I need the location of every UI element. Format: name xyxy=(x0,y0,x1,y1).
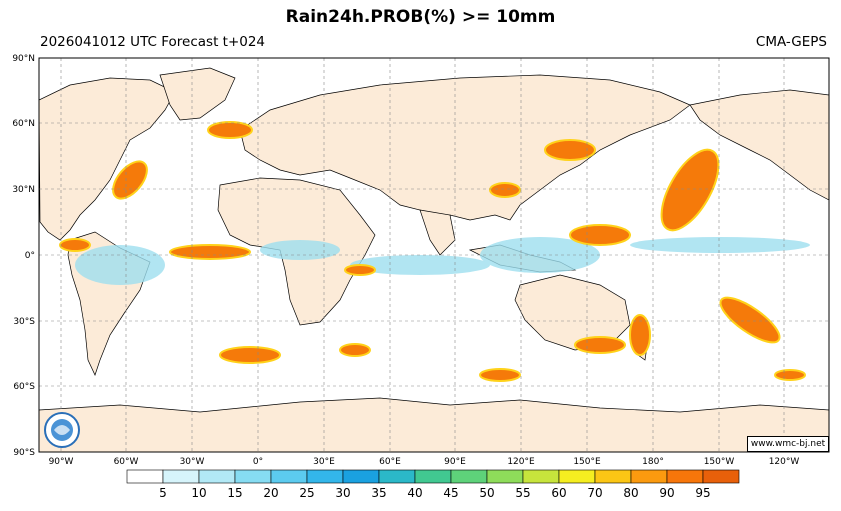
map-title: Rain24h.PROB(%) >= 10mm xyxy=(285,7,556,27)
lon-label: 90°W xyxy=(49,457,74,467)
land-north-america xyxy=(39,77,176,241)
legend-swatch xyxy=(594,469,632,484)
longitude-labels: 90°W 60°W 30°W 0° 30°E 60°E 90°E 120°E 1… xyxy=(49,457,800,467)
lon-label: 180° xyxy=(642,457,664,467)
legend-level-label: 95 xyxy=(695,486,710,500)
legend-level-label: 5 xyxy=(159,486,167,500)
legend-level-label: 30 xyxy=(335,486,350,500)
legend-swatch xyxy=(450,469,488,484)
lon-label: 90°E xyxy=(444,457,466,467)
legend-swatch xyxy=(414,469,452,484)
lon-label: 150°E xyxy=(573,457,601,467)
lat-label: 0° xyxy=(25,251,35,261)
lat-label: 30°N xyxy=(12,185,35,195)
forecast-time-label: 2026041012 UTC Forecast t+024 xyxy=(40,34,266,50)
rain-probability-areas xyxy=(59,121,810,382)
legend-level-label: 55 xyxy=(515,486,530,500)
land-alaska xyxy=(689,89,829,201)
lon-label: 0° xyxy=(253,457,263,467)
lat-label: 90°S xyxy=(13,448,35,458)
legend-level-label: 60 xyxy=(551,486,566,500)
map-frame xyxy=(38,57,830,453)
legend-swatch xyxy=(306,469,344,484)
legend-swatch xyxy=(270,469,308,484)
legend-level-label: 10 xyxy=(191,486,206,500)
credit-label: www.wmc-bj.net xyxy=(747,436,829,452)
legend-swatch xyxy=(198,469,236,484)
lat-label: 60°N xyxy=(12,119,35,129)
legend-level-label: 20 xyxy=(263,486,278,500)
legend-level-label: 40 xyxy=(407,486,422,500)
model-name-label: CMA-GEPS xyxy=(755,34,827,50)
legend-swatch xyxy=(558,469,596,484)
lat-label: 30°S xyxy=(13,317,35,327)
legend-swatch xyxy=(666,469,704,484)
legend-level-label: 90 xyxy=(659,486,674,500)
cma-logo-icon xyxy=(44,412,80,448)
legend-level-label: 45 xyxy=(443,486,458,500)
latitude-labels: 90°N 60°N 30°N 0° 30°S 60°S 90°S xyxy=(12,54,35,458)
legend-level-label: 25 xyxy=(299,486,314,500)
legend-labels: 5 10 15 20 25 30 35 40 45 50 55 60 70 80 90 95 xyxy=(159,486,710,500)
legend-swatch xyxy=(162,469,200,484)
legend-level-label: 50 xyxy=(479,486,494,500)
legend-swatch xyxy=(486,469,524,484)
land-eurasia xyxy=(239,74,691,231)
lon-label: 120°W xyxy=(769,457,800,467)
legend-swatch xyxy=(702,469,740,484)
legend-swatch xyxy=(378,469,416,484)
legend-level-label: 35 xyxy=(371,486,386,500)
legend-swatch xyxy=(234,469,272,484)
land-india xyxy=(419,209,456,256)
legend-level-label: 80 xyxy=(623,486,638,500)
lon-label: 60°W xyxy=(114,457,139,467)
lon-label: 30°E xyxy=(313,457,335,467)
lat-label: 90°N xyxy=(12,54,35,64)
lon-label: 30°W xyxy=(180,457,205,467)
legend-boxes xyxy=(126,469,740,484)
legend-swatch xyxy=(522,469,560,484)
legend-swatch xyxy=(126,469,164,484)
land-antarctica xyxy=(39,397,829,452)
lon-label: 120°E xyxy=(507,457,535,467)
lon-label: 150°W xyxy=(704,457,735,467)
lat-label: 60°S xyxy=(13,382,35,392)
legend-level-label: 15 xyxy=(227,486,242,500)
legend-swatch xyxy=(342,469,380,484)
land-greenland xyxy=(159,67,236,121)
legend-level-label: 70 xyxy=(587,486,602,500)
legend-swatch xyxy=(630,469,668,484)
lon-label: 60°E xyxy=(379,457,401,467)
